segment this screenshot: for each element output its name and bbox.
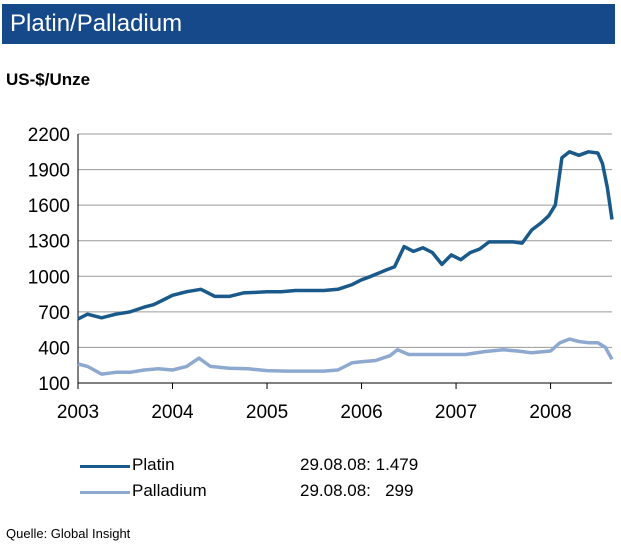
x-tick-label-2005: 2005: [246, 402, 288, 423]
title-bar: Platin/Palladium: [2, 4, 615, 44]
y-axis-unit-label: US-$/Unze: [6, 70, 91, 89]
legend-value-palladium: 29.08.08: 299: [300, 481, 413, 501]
legend-swatch-platin: [80, 465, 130, 468]
legend-date-palladium: 29.08.08:: [300, 481, 371, 500]
legend-label-palladium: Palladium: [132, 481, 207, 500]
series-line-platin: [77, 150, 614, 321]
y-tick-label-700: 700: [38, 303, 70, 324]
y-tick-label-1000: 1000: [28, 267, 70, 288]
series-line-palladium: [77, 337, 614, 376]
y-tick-label-1600: 1600: [28, 196, 70, 217]
source-note: Quelle: Global Insight: [6, 526, 131, 541]
legend-date-platin: 29.08.08:: [300, 455, 371, 474]
chart-title: Platin/Palladium: [10, 10, 183, 37]
legend-value-platin: 29.08.08: 1.479: [300, 455, 418, 475]
legend-label-platin: Platin: [132, 455, 175, 474]
x-tick-label-2004: 2004: [151, 402, 194, 423]
x-tick-label-2007: 2007: [435, 402, 477, 423]
legend-swatch-palladium: [80, 491, 130, 494]
y-tick-label-1300: 1300: [28, 232, 70, 253]
legend-latest-palladium: 299: [385, 481, 414, 500]
x-tick-label-2008: 2008: [529, 402, 571, 423]
y-tick-label-2200: 2200: [28, 125, 70, 146]
legend-latest-platin: 1.479: [375, 455, 419, 474]
x-tick-label-2006: 2006: [340, 402, 382, 423]
line-chart: 2200 1900 1600 1300 1000 700 400 100 2003 2004 200…: [28, 125, 614, 423]
x-tick-label-2003: 2003: [57, 402, 99, 423]
y-tick-label-400: 400: [38, 338, 70, 359]
y-tick-label-1900: 1900: [28, 161, 70, 182]
y-tick-label-100: 100: [38, 374, 70, 395]
